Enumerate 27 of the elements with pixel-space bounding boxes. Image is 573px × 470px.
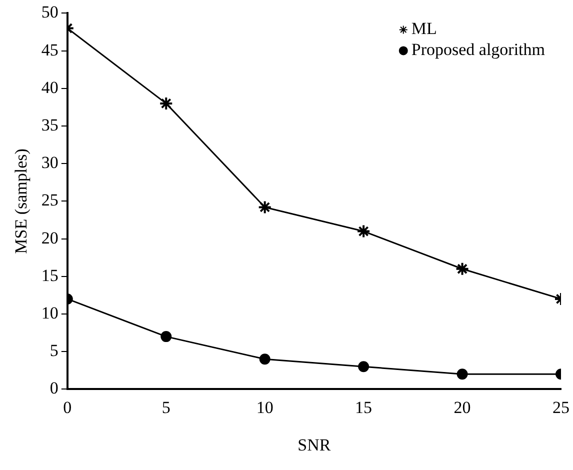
y-tick-label: 45 xyxy=(41,40,58,60)
y-tick-label: 40 xyxy=(41,78,58,97)
y-tick-label: 25 xyxy=(41,190,58,210)
point xyxy=(258,200,272,214)
legend-label: ML xyxy=(411,19,437,38)
x-tick-label: 5 xyxy=(162,398,170,417)
x-tick-label: 15 xyxy=(355,398,372,417)
y-tick-label: 0 xyxy=(50,378,58,398)
x-axis-title: SNR xyxy=(298,435,332,454)
y-tick-label: 35 xyxy=(41,115,58,134)
x-tick-label: 0 xyxy=(63,398,72,417)
point xyxy=(356,224,371,238)
y-tick-label: 10 xyxy=(41,303,58,322)
y-tick-label: 15 xyxy=(41,266,58,285)
y-tick-label: 50 xyxy=(41,2,58,22)
legend-label: Proposed algorithm xyxy=(411,40,546,60)
x-tick-label: 25 xyxy=(552,398,570,417)
point xyxy=(159,96,174,110)
point xyxy=(259,354,270,365)
x-tick-label: 10 xyxy=(256,398,274,417)
y-tick-label: 5 xyxy=(50,341,58,360)
point xyxy=(160,331,172,342)
x-tick-label: 20 xyxy=(454,398,471,417)
y-axis-title: MSE (samples) xyxy=(12,148,31,254)
point xyxy=(358,361,370,372)
y-tick-label: 30 xyxy=(41,153,58,172)
y-tick-label: 20 xyxy=(41,228,58,248)
